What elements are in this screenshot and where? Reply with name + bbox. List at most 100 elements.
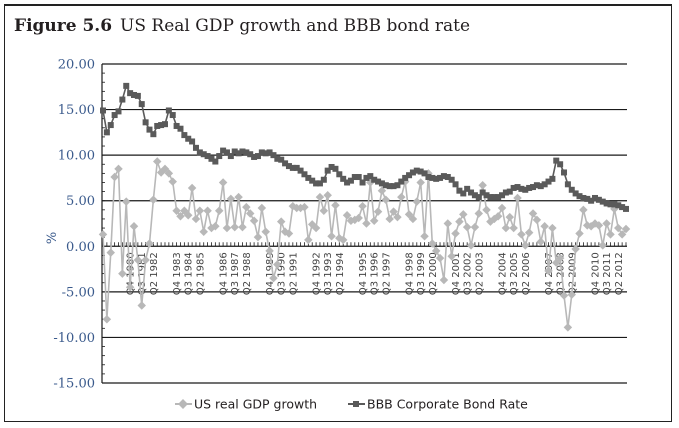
bbb-rate-point [208,155,215,162]
bbb-rate-point [235,150,242,157]
gdp-growth-point [253,232,263,242]
bbb-rate-point [161,121,168,128]
gdp-growth-point [501,223,511,233]
gdp-growth-point [149,195,158,205]
y-tick-label: -15.00 [53,377,95,392]
gdp-growth-point [548,223,557,233]
bbb-rate-point [475,194,482,201]
bbb-rate-point [429,174,436,181]
gdp-growth-point [323,191,332,200]
gdp-growth-point [261,227,270,236]
gdp-growth-point [137,301,146,310]
gdp-growth-point [509,223,518,233]
gdp-growth-point [389,207,398,216]
bbb-rate-point [320,176,327,183]
bbb-rate-point [564,181,571,188]
bbb-rate-point [165,107,172,114]
bbb-rate-point [468,189,475,196]
gdp-growth-point [397,192,406,202]
bbb-rate-point [344,179,351,186]
bbb-rate-point [223,149,230,156]
gdp-growth-point [493,211,503,221]
gdp-growth-point [466,241,476,250]
bbb-rate-point [510,184,517,191]
x-tick-label: Q2 2000 [428,252,439,295]
x-tick-label: Q3 2011 [602,252,613,295]
gdp-growth-point [462,222,472,232]
bbb-rate-point [619,204,626,211]
bbb-rate-point [471,192,478,199]
gdp-growth-point [385,214,394,224]
bbb-rate-point [615,202,622,209]
bbb-rate-point [506,188,513,195]
gdp-growth-point [381,195,391,205]
x-tick-label: Q3 2005 [509,252,520,295]
x-tick-label: Q2 1997 [381,252,392,295]
gdp-growth-point [300,202,309,212]
x-tick-label: Q2 1985 [195,252,206,295]
bbb-rate-point [413,167,420,174]
gdp-growth-point [265,246,274,256]
bbb-rate-point [541,181,548,188]
gdp-growth-point [416,178,425,187]
gdp-growth-point [567,290,577,299]
x-tick-label: Q3 1999 [416,252,427,295]
bbb-rate-point [297,167,304,174]
gdp-growth-point [338,235,348,245]
x-tick-label: Q4 1986 [219,252,230,295]
x-tick-label: Q4 1983 [172,252,183,295]
bbb-rate-point [258,149,265,156]
bbb-rate-point [150,131,157,138]
gdp-growth-point [470,222,480,232]
bbb-rate-point [359,179,366,186]
x-tick-label: Q2 1988 [242,252,253,295]
gdp-growth-point [439,275,449,285]
bbb-rate-point [487,194,494,201]
y-tick-label: 5.00 [66,194,95,209]
bbb-rate-point [239,148,246,155]
gdp-growth-point [497,203,507,213]
bbb-rate-point [518,185,525,192]
gdp-growth-point [226,194,236,204]
bbb-rate-point [456,187,463,194]
bbb-rate-point [309,177,316,184]
gdp-growth-point [362,219,371,228]
bbb-rate-point [324,167,331,174]
x-tick-label: Q2 2006 [521,252,532,295]
bbb-rate-point [270,152,277,159]
gdp-growth-point [183,211,193,220]
bbb-rate-point [351,174,358,181]
gdp-growth-point [199,227,208,236]
gdp-growth-point [393,212,402,222]
y-tick-label: -10.00 [53,331,95,346]
gdp-growth-point [575,229,584,238]
gdp-growth-point [195,206,205,215]
gdp-growth-point [528,209,538,218]
bbb-rate-point [425,174,432,181]
gdp-growth-point [342,211,352,220]
gdp-growth-point [145,239,154,248]
bbb-rate-point [251,153,258,160]
y-tick-label: 0.00 [66,240,95,255]
gdp-growth-point [230,222,239,232]
bbb-rate-point [444,174,451,181]
frame-top-border [4,4,672,6]
bbb-rate-point [421,170,428,177]
bbb-rate-point [336,171,343,178]
bbb-rate-point [130,91,137,98]
y-tick-label: -5.00 [62,285,95,300]
gdp-growth-point [614,223,623,233]
bbb-rate-point [127,90,134,97]
bbb-rate-point [192,144,199,151]
bbb-rate-point [305,174,312,181]
bbb-rate-point [406,172,413,179]
bbb-rate-point [599,198,606,205]
gdp-growth-point [474,209,484,218]
gdp-growth-point [536,237,546,246]
bbb-rate-point [580,194,587,201]
bbb-rate-point [316,180,323,187]
legend-gdp-marker [178,399,188,409]
bbb-rate-point [278,156,285,163]
bbb-rate-line [102,83,627,210]
bbb-rate-point [448,176,455,183]
